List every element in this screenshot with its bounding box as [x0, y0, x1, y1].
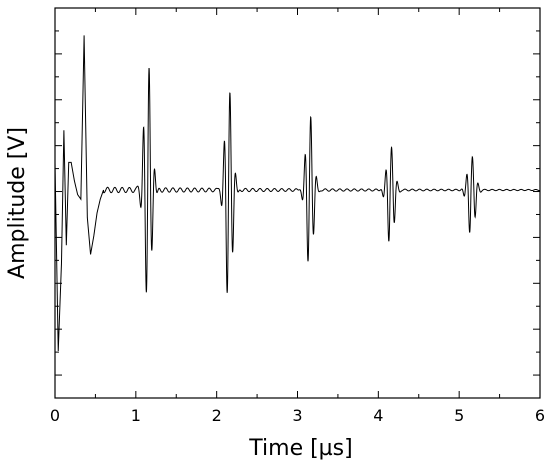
y-axis-label: Amplitude [V] — [5, 127, 30, 279]
x-axis-label: Time [µs] — [248, 436, 352, 461]
x-tick-label: 4 — [373, 406, 383, 425]
plot-frame — [54, 7, 541, 399]
x-tick-label: 6 — [535, 406, 545, 425]
x-tick-label: 0 — [50, 406, 60, 425]
signal-line — [54, 35, 541, 352]
x-tick-label: 1 — [131, 406, 141, 425]
x-tick-labels: 0 1 2 3 4 5 6 — [50, 406, 545, 425]
axis-ticks — [54, 7, 541, 399]
x-tick-label: 5 — [454, 406, 464, 425]
x-tick-label: 3 — [292, 406, 302, 425]
x-tick-label: 2 — [212, 406, 222, 425]
